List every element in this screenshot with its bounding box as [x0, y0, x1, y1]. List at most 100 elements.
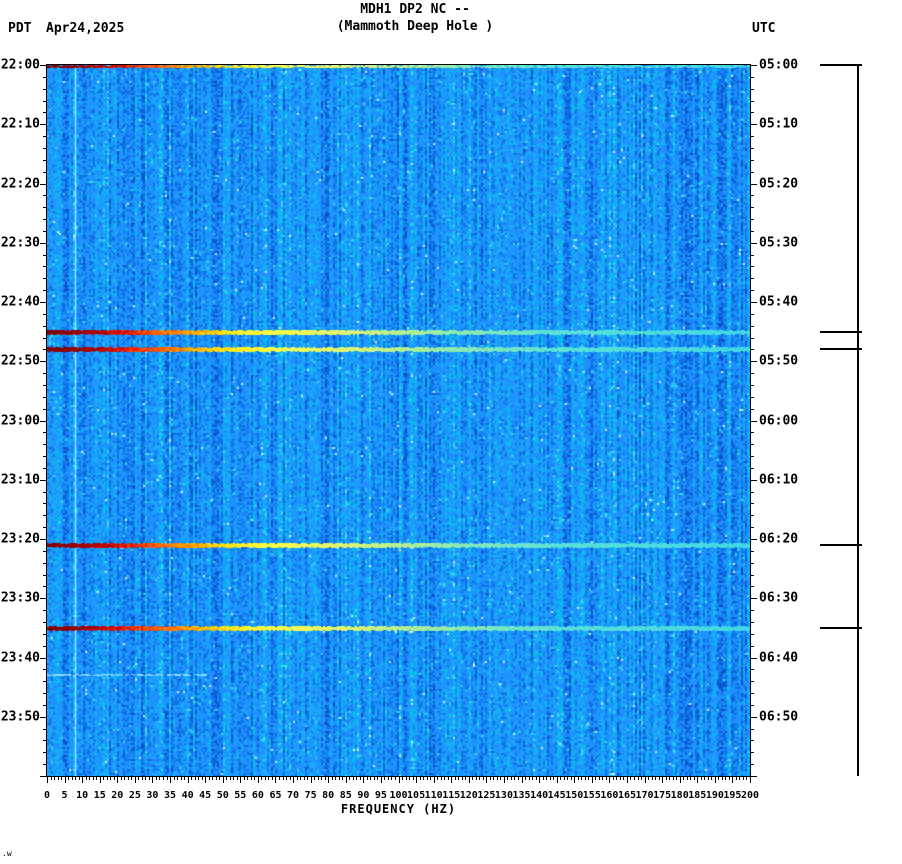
time-tick-right [751, 290, 754, 292]
freq-tick [177, 777, 179, 780]
freq-tick [732, 777, 734, 783]
time-tick-left [40, 539, 46, 540]
freq-tick [409, 777, 411, 780]
time-tick-left [43, 752, 46, 754]
time-tick-right [751, 444, 754, 446]
time-tick-left [40, 479, 46, 481]
freq-tick [556, 777, 558, 783]
time-tick-right [751, 598, 757, 600]
freq-tick [570, 777, 572, 780]
freq-tick [514, 777, 516, 780]
right-scale-bar [857, 65, 859, 776]
freq-tick [412, 777, 414, 780]
left-time-label: 23:50 [0, 709, 40, 725]
freq-tick [180, 777, 182, 780]
freq-tick [282, 777, 284, 780]
time-tick-left [43, 467, 46, 469]
freq-tick-label: 180 [670, 790, 689, 801]
time-tick-right [751, 147, 754, 149]
time-tick-right [751, 752, 754, 754]
time-tick-left [40, 420, 46, 422]
freq-tick-label: 165 [617, 790, 636, 801]
freq-tick [581, 777, 583, 780]
freq-tick [612, 777, 614, 780]
freq-tick [440, 777, 442, 780]
freq-tick [721, 777, 723, 780]
freq-tick [317, 777, 319, 780]
time-tick-left [43, 76, 46, 78]
time-tick-right [751, 491, 754, 493]
time-tick-right [751, 621, 754, 623]
time-tick-right [751, 349, 754, 351]
right-time-label: 05:20 [759, 176, 799, 191]
time-tick-left [43, 681, 46, 683]
freq-tick [672, 777, 674, 780]
left-time-label: 22:00 [0, 57, 40, 73]
time-tick-right [751, 645, 754, 647]
freq-tick [402, 777, 403, 780]
time-tick-right [751, 100, 754, 102]
time-tick-right [751, 325, 754, 327]
freq-tick-label: 35 [163, 790, 177, 801]
time-tick-right [751, 728, 754, 730]
freq-tick [584, 777, 586, 780]
freq-tick-label: 45 [199, 790, 212, 801]
freq-tick [493, 777, 495, 780]
freq-tick [134, 777, 136, 783]
time-tick-left [43, 456, 46, 458]
freq-tick-label: 65 [269, 790, 282, 801]
time-tick-right [751, 539, 757, 540]
freq-tick [472, 777, 474, 780]
time-tick-left [43, 290, 46, 292]
left-time-label: 22:30 [0, 235, 40, 251]
freq-tick [676, 777, 678, 780]
freq-tick-label: 150 [565, 790, 584, 801]
freq-tick [117, 777, 119, 783]
freq-tick [641, 777, 643, 780]
time-tick-right [751, 302, 757, 303]
time-tick-right [751, 124, 757, 126]
freq-tick [549, 777, 551, 780]
time-tick-right [751, 266, 754, 268]
frequency-axis-label: FREQUENCY (HZ) [340, 802, 457, 816]
time-tick-left [40, 302, 46, 303]
station-subtitle: (Mammoth Deep Hole ) [336, 19, 494, 34]
time-tick-right [751, 776, 757, 777]
freq-tick [461, 777, 463, 780]
freq-tick [707, 777, 709, 780]
time-tick-left [43, 586, 46, 588]
time-tick-right [751, 195, 754, 197]
freq-tick-label: 160 [600, 790, 619, 801]
freq-tick-label: 85 [339, 790, 352, 801]
freq-tick-label: 135 [512, 790, 531, 801]
freq-tick [711, 777, 713, 780]
right-time-label: 06:20 [759, 531, 799, 547]
freq-tick-label: 120 [459, 790, 478, 801]
freq-tick [451, 777, 453, 783]
freq-tick [405, 777, 407, 780]
freq-tick [539, 777, 541, 783]
time-tick-right [751, 183, 757, 185]
freq-tick [293, 777, 295, 783]
freq-tick-label: 125 [477, 790, 496, 801]
freq-tick [623, 777, 625, 780]
freq-tick [433, 777, 435, 783]
left-time-label: 23:10 [0, 472, 40, 488]
time-tick-right [751, 740, 754, 742]
time-tick-right [751, 207, 754, 209]
date-label: Apr24,2025 [46, 21, 125, 36]
freq-tick [166, 777, 168, 780]
freq-tick [634, 777, 635, 780]
freq-tick [54, 777, 56, 780]
freq-tick [96, 777, 98, 780]
time-tick-left [43, 574, 46, 576]
freq-tick [391, 777, 393, 780]
freq-tick [138, 777, 140, 780]
freq-tick [714, 777, 716, 783]
freq-tick [704, 777, 706, 780]
time-tick-right [751, 230, 754, 232]
freq-tick [626, 777, 628, 783]
right-time-label: 06:40 [759, 650, 799, 665]
freq-tick [465, 777, 467, 780]
time-tick-left [43, 503, 46, 505]
